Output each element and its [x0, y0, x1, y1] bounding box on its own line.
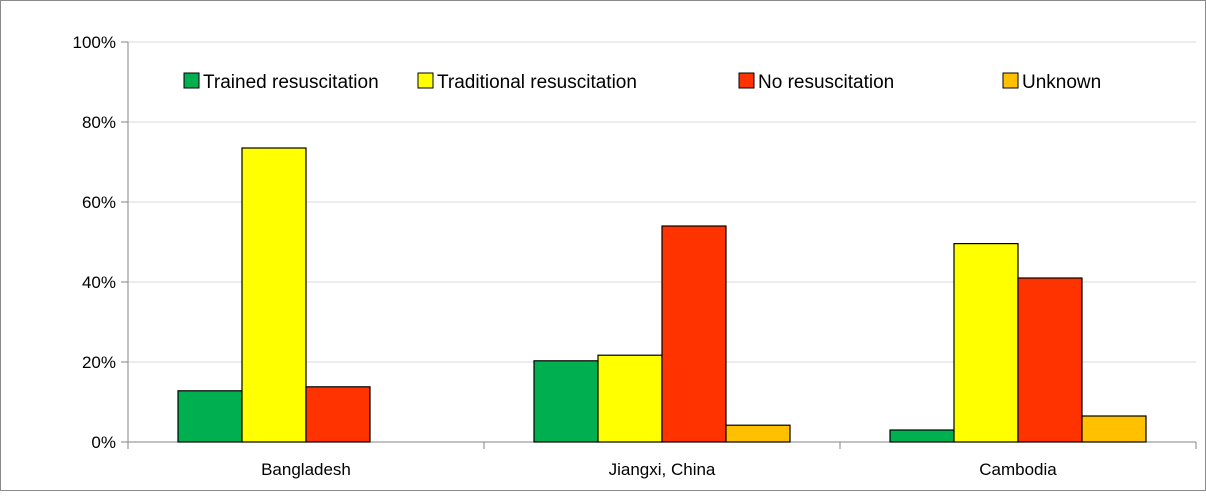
legend-label: Unknown	[1022, 72, 1101, 93]
legend-label: Traditional resuscitation	[437, 72, 637, 93]
bar-traditional-resuscitation-bangladesh	[241, 147, 307, 443]
y-tick-label: 20%	[82, 353, 116, 372]
y-tick-label: 40%	[82, 273, 116, 292]
legend-swatch	[417, 72, 434, 89]
x-tick-labels: Bangladesh Jiangxi, China Cambodia	[261, 460, 1057, 479]
y-tick-label: 100%	[73, 33, 116, 52]
bar-traditional-resuscitation-cambodia	[953, 243, 1019, 443]
legend-label: No resuscitation	[758, 72, 894, 93]
bar-unknown-jiangxi-china	[725, 424, 791, 443]
legend-label: Trained resuscitation	[203, 72, 379, 93]
bar-no-resuscitation-cambodia	[1017, 277, 1083, 443]
x-tick-label: Jiangxi, China	[609, 460, 716, 479]
bar-no-resuscitation-jiangxi-china	[661, 225, 727, 443]
y-tick-label: 0%	[91, 433, 116, 452]
y-tick-label: 80%	[82, 113, 116, 132]
legend-swatch	[1002, 72, 1019, 89]
bar-trained-resuscitation-bangladesh	[177, 390, 243, 443]
x-tick-label: Cambodia	[979, 460, 1057, 479]
bar-no-resuscitation-bangladesh	[305, 386, 371, 443]
legend-swatch	[738, 72, 755, 89]
legend-swatch	[183, 72, 200, 89]
x-tick-label: Bangladesh	[261, 460, 351, 479]
bar-unknown-cambodia	[1081, 415, 1147, 443]
legend: Trained resuscitation Traditional resusci…	[183, 72, 1101, 93]
bar-trained-resuscitation-jiangxi-china	[533, 360, 599, 443]
bars	[177, 147, 1147, 443]
bar-trained-resuscitation-cambodia	[889, 429, 955, 443]
y-tick-labels: 0% 20% 40% 60% 80% 100%	[73, 33, 116, 452]
bar-traditional-resuscitation-jiangxi-china	[597, 354, 663, 443]
y-tick-label: 60%	[82, 193, 116, 212]
